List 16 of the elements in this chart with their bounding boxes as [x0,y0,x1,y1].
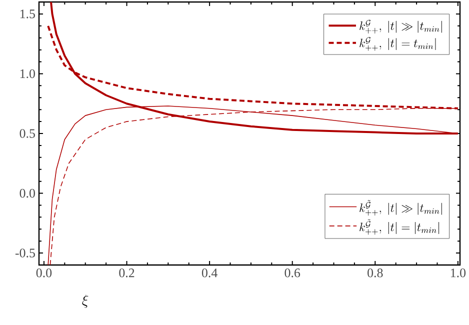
x-tick-label: 0.0 [36,268,52,278]
legend-label: $k^{\mathcal{G}}_{++},\ |t|=t_{min}|$ [360,37,436,51]
y-tick-label: -0.5 [15,248,35,258]
x-axis-title: $\xi$ [82,294,88,308]
x-tick-label: 1.0 [450,268,466,278]
x-tick-label: 0.6 [284,268,300,278]
x-tick-label: 0.8 [368,268,383,278]
x-tick-label: 0.4 [202,268,218,278]
y-tick-label: 1.5 [20,10,35,18]
legend-label: $k^{\tilde{\mathcal{G}}}_{++},\ |t|=|t_{min}|$ [360,219,440,235]
y-tick-label: 0.0 [20,188,35,198]
legend-label: $k^{\tilde{\mathcal{G}}}_{++},\ |t|\gg|t_{min}|$ [360,200,442,216]
legend-label: $k^{\mathcal{G}}_{++},\ |t|\gg|t_{min}|$ [360,20,442,34]
y-tick-label: 0.5 [20,129,35,138]
x-tick-label: 0.2 [119,268,134,278]
y-tick-label: 1.0 [20,69,35,78]
